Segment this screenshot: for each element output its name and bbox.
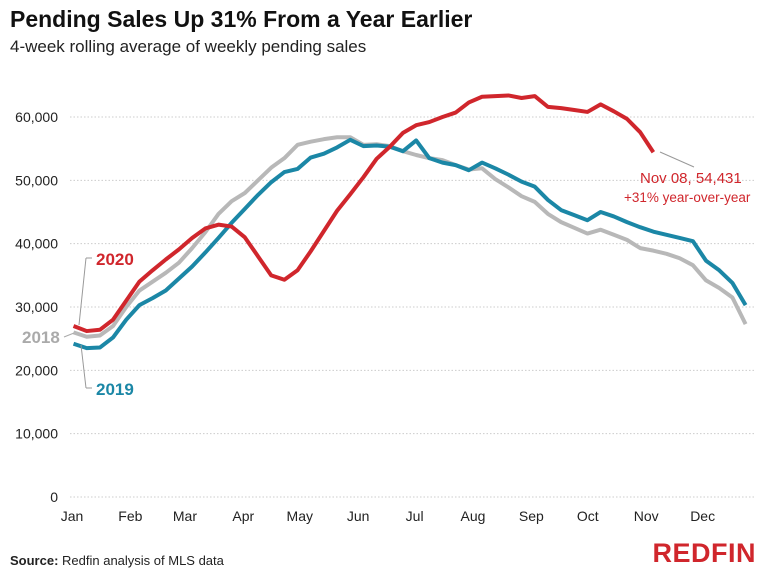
x-tick-label: Nov bbox=[634, 508, 659, 524]
y-tick-label: 40,000 bbox=[15, 236, 58, 252]
y-tick-label: 60,000 bbox=[15, 109, 58, 125]
source-label: Source: bbox=[10, 553, 59, 568]
x-tick-label: Mar bbox=[173, 508, 197, 524]
series-label-2018: 2018 bbox=[22, 328, 60, 347]
x-tick-label: Jul bbox=[406, 508, 424, 524]
annotation-leader bbox=[659, 151, 695, 168]
redfin-logo: REDFIN bbox=[652, 538, 756, 568]
y-tick-label: 50,000 bbox=[15, 172, 58, 188]
x-tick-label: Jun bbox=[347, 508, 370, 524]
x-tick-label: Jan bbox=[61, 508, 84, 524]
series-label-2019: 2019 bbox=[96, 380, 134, 399]
source-note: Source: Redfin analysis of MLS data bbox=[10, 553, 224, 568]
x-tick-label: Dec bbox=[690, 508, 715, 524]
chart-title: Pending Sales Up 31% From a Year Earlier bbox=[10, 6, 473, 32]
series-label-2020: 2020 bbox=[96, 250, 134, 269]
y-tick-label: 20,000 bbox=[15, 362, 58, 378]
x-tick-label: Oct bbox=[577, 508, 599, 524]
chart-subtitle: 4-week rolling average of weekly pending… bbox=[10, 37, 367, 56]
x-tick-label: Sep bbox=[519, 508, 544, 524]
x-tick-label: Apr bbox=[232, 508, 254, 524]
series-line-2018 bbox=[72, 135, 748, 339]
y-tick-label: 30,000 bbox=[15, 299, 58, 315]
annotation-value: Nov 08, 54,431 bbox=[640, 170, 742, 187]
y-tick-label: 10,000 bbox=[15, 426, 58, 442]
y-tick-label: 0 bbox=[50, 489, 58, 505]
x-tick-label: Aug bbox=[461, 508, 486, 524]
leader-2019-v bbox=[80, 344, 87, 389]
leader-2018 bbox=[63, 332, 75, 338]
x-tick-label: Feb bbox=[118, 508, 142, 524]
leader-2020-v bbox=[78, 257, 87, 326]
series-line-2019 bbox=[72, 137, 748, 351]
annotation-yoy: +31% year-over-year bbox=[624, 190, 751, 205]
source-text: Redfin analysis of MLS data bbox=[58, 553, 224, 568]
x-tick-label: May bbox=[287, 508, 313, 524]
